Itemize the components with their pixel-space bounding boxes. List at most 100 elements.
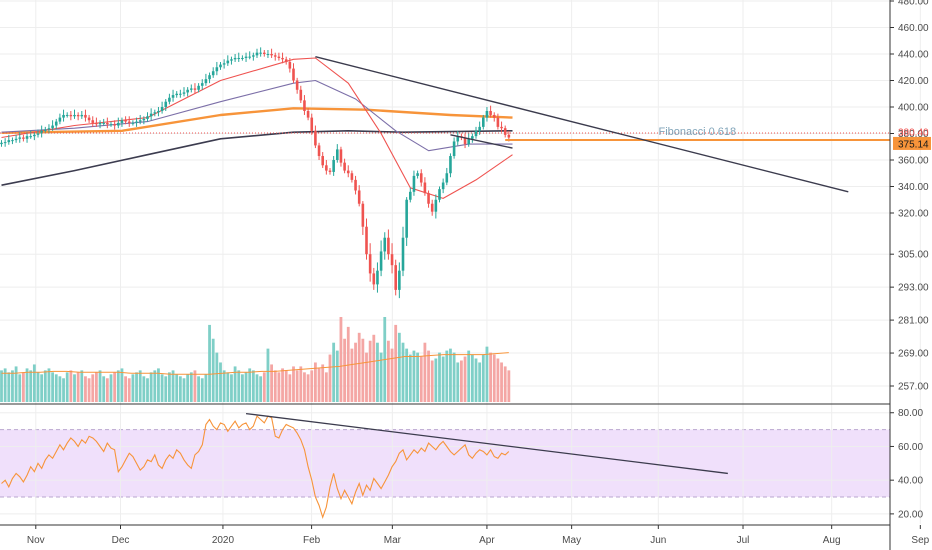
- candle-body: [266, 54, 270, 55]
- volume-bar: [189, 372, 193, 402]
- candle-body: [252, 55, 255, 57]
- volume-bar: [339, 317, 343, 402]
- volume-bar: [434, 358, 438, 402]
- volume-bar: [376, 342, 379, 402]
- candle-body: [255, 52, 259, 56]
- candle-body: [98, 122, 102, 125]
- time-tick-label: Dec: [112, 535, 130, 546]
- candle-body: [175, 93, 178, 96]
- volume-bar: [164, 376, 168, 402]
- volume-bar: [259, 376, 263, 402]
- candle-body: [492, 114, 496, 118]
- price-tick-label: 340.00: [898, 182, 929, 193]
- candle-body: [419, 173, 423, 183]
- volume-bar: [95, 372, 98, 402]
- volume-bar: [135, 372, 138, 402]
- volume-bar: [142, 376, 146, 402]
- candle-body: [401, 237, 405, 271]
- candle-body: [295, 80, 299, 90]
- volume-bar: [127, 378, 131, 402]
- candle-body: [478, 126, 481, 131]
- volume-bar: [357, 332, 361, 402]
- candle-body: [51, 125, 54, 129]
- candle-body: [47, 128, 51, 130]
- candle-body: [157, 110, 160, 113]
- volume-bar: [328, 354, 332, 402]
- volume-bar: [503, 366, 507, 402]
- volume-bar: [292, 366, 295, 402]
- candle-body: [76, 114, 80, 117]
- candle-body: [445, 173, 449, 183]
- volume-bar: [324, 372, 328, 402]
- volume-bar: [452, 352, 456, 402]
- volume-bar: [350, 348, 354, 402]
- candle-body: [281, 57, 284, 60]
- volume-bar: [76, 372, 80, 402]
- candle-body: [120, 120, 124, 123]
- volume-bar: [3, 368, 7, 402]
- trendline-layer: [0, 55, 890, 193]
- volume-bar: [58, 376, 62, 402]
- volume-bar: [507, 370, 511, 402]
- volume-bar: [197, 376, 200, 402]
- candle-body: [127, 121, 131, 123]
- candle-body: [321, 156, 324, 166]
- time-tick-label: Mar: [384, 535, 402, 546]
- candle-body: [186, 89, 189, 93]
- candle-body: [438, 189, 441, 200]
- candle-body: [482, 117, 485, 127]
- volume-bar: [346, 326, 350, 402]
- volume-bar: [248, 368, 252, 402]
- time-tick-label: Jul: [737, 535, 750, 546]
- volume-bar: [397, 332, 401, 402]
- grid-layer: [0, 0, 921, 524]
- volume-bar: [277, 372, 281, 402]
- volume-bar: [54, 374, 58, 402]
- volume-bar: [481, 354, 485, 402]
- candle-body: [317, 145, 321, 157]
- candle-body: [270, 54, 273, 56]
- volume-bar: [394, 324, 398, 402]
- price-tick-label: 269.00: [898, 349, 929, 360]
- time-tick-label: Aug: [823, 535, 841, 546]
- volume-bar: [168, 372, 171, 402]
- volume-bar: [47, 368, 51, 402]
- volume-bar: [478, 362, 482, 402]
- volume-bar: [160, 374, 164, 402]
- volume-bar: [131, 374, 135, 402]
- candle-body: [314, 130, 317, 146]
- candle-body: [171, 95, 175, 98]
- candle-body: [33, 134, 36, 137]
- oscillator-layer: [1, 412, 728, 520]
- volume-bar: [237, 370, 241, 402]
- candle-body: [95, 122, 98, 125]
- volume-bar: [288, 374, 292, 402]
- volume-bar: [306, 374, 310, 402]
- volume-bar: [146, 378, 149, 402]
- candle-body: [507, 134, 511, 138]
- volume-bar: [32, 364, 36, 402]
- candle-body: [0, 142, 3, 145]
- candle-body: [288, 61, 292, 69]
- volume-bar: [116, 370, 120, 402]
- candle-body: [292, 68, 295, 81]
- candle-body: [273, 55, 277, 57]
- price-tick-label: 480.00: [898, 0, 929, 8]
- volume-bar: [368, 340, 372, 402]
- time-tick-label: May: [562, 535, 581, 546]
- volume-moving-average: [1, 352, 509, 375]
- candle-body: [354, 179, 357, 191]
- candle-body: [233, 57, 237, 60]
- volume-bar: [419, 356, 423, 402]
- volume-bar: [113, 372, 117, 402]
- price-tick-label: 257.00: [898, 382, 929, 393]
- price-tick-label: 420.00: [898, 76, 929, 87]
- volume-bar: [87, 378, 91, 402]
- candle-body: [390, 254, 394, 266]
- candle-body: [350, 173, 354, 180]
- candle-body: [149, 113, 153, 117]
- volume-bar: [321, 364, 325, 402]
- volume-bar: [7, 372, 11, 402]
